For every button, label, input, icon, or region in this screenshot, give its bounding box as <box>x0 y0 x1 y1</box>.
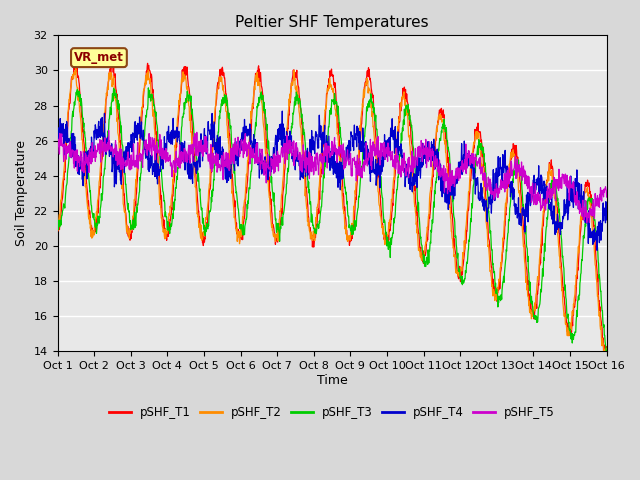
pSHF_T5 <box>237 137 245 143</box>
pSHF_T2 <box>490 287 497 293</box>
pSHF_T1 <box>602 352 610 358</box>
pSHF_T1 <box>538 233 545 239</box>
pSHF_T4 <box>163 151 170 156</box>
pSHF_T4 <box>237 147 245 153</box>
pSHF_T4 <box>418 158 426 164</box>
pSHF_T2 <box>237 227 245 232</box>
pSHF_T2 <box>176 91 184 97</box>
pSHF_T5 <box>54 134 61 140</box>
Line: pSHF_T3: pSHF_T3 <box>58 88 607 353</box>
pSHF_T4 <box>593 248 601 253</box>
pSHF_T5 <box>583 220 591 226</box>
pSHF_T3 <box>418 242 426 248</box>
Line: pSHF_T2: pSHF_T2 <box>58 69 607 354</box>
pSHF_T5 <box>163 157 170 163</box>
pSHF_T5 <box>418 140 426 146</box>
pSHF_T1 <box>603 344 611 349</box>
Y-axis label: Soil Temperature: Soil Temperature <box>15 140 28 246</box>
X-axis label: Time: Time <box>317 374 348 387</box>
pSHF_T4 <box>176 138 184 144</box>
pSHF_T5 <box>538 203 545 209</box>
pSHF_T2 <box>54 225 61 231</box>
pSHF_T3 <box>490 265 497 271</box>
Line: pSHF_T1: pSHF_T1 <box>58 59 607 355</box>
pSHF_T1 <box>490 276 497 282</box>
pSHF_T2 <box>538 226 545 232</box>
pSHF_T3 <box>237 222 245 228</box>
pSHF_T2 <box>72 66 80 72</box>
pSHF_T4 <box>490 167 497 173</box>
pSHF_T4 <box>278 108 286 114</box>
Legend: pSHF_T1, pSHF_T2, pSHF_T3, pSHF_T4, pSHF_T5: pSHF_T1, pSHF_T2, pSHF_T3, pSHF_T4, pSHF… <box>105 401 559 424</box>
pSHF_T3 <box>603 348 611 354</box>
Line: pSHF_T5: pSHF_T5 <box>58 131 607 223</box>
pSHF_T1 <box>163 238 170 243</box>
pSHF_T3 <box>538 279 545 285</box>
pSHF_T3 <box>163 214 170 220</box>
pSHF_T4 <box>54 132 61 138</box>
Title: Peltier SHF Temperatures: Peltier SHF Temperatures <box>236 15 429 30</box>
pSHF_T3 <box>602 350 610 356</box>
pSHF_T5 <box>176 165 184 171</box>
pSHF_T3 <box>54 220 61 226</box>
pSHF_T5 <box>105 128 113 133</box>
pSHF_T3 <box>145 85 152 91</box>
pSHF_T1 <box>418 251 426 257</box>
pSHF_T1 <box>109 56 116 61</box>
pSHF_T2 <box>602 351 610 357</box>
pSHF_T2 <box>418 257 426 263</box>
pSHF_T1 <box>176 98 184 104</box>
pSHF_T1 <box>237 236 245 242</box>
Line: pSHF_T4: pSHF_T4 <box>58 111 607 251</box>
pSHF_T4 <box>603 217 611 223</box>
Text: VR_met: VR_met <box>74 51 124 64</box>
pSHF_T4 <box>538 174 545 180</box>
pSHF_T3 <box>176 141 184 146</box>
pSHF_T5 <box>490 190 497 195</box>
pSHF_T2 <box>603 346 611 351</box>
pSHF_T5 <box>603 194 611 200</box>
pSHF_T1 <box>54 224 61 230</box>
pSHF_T2 <box>163 228 170 234</box>
